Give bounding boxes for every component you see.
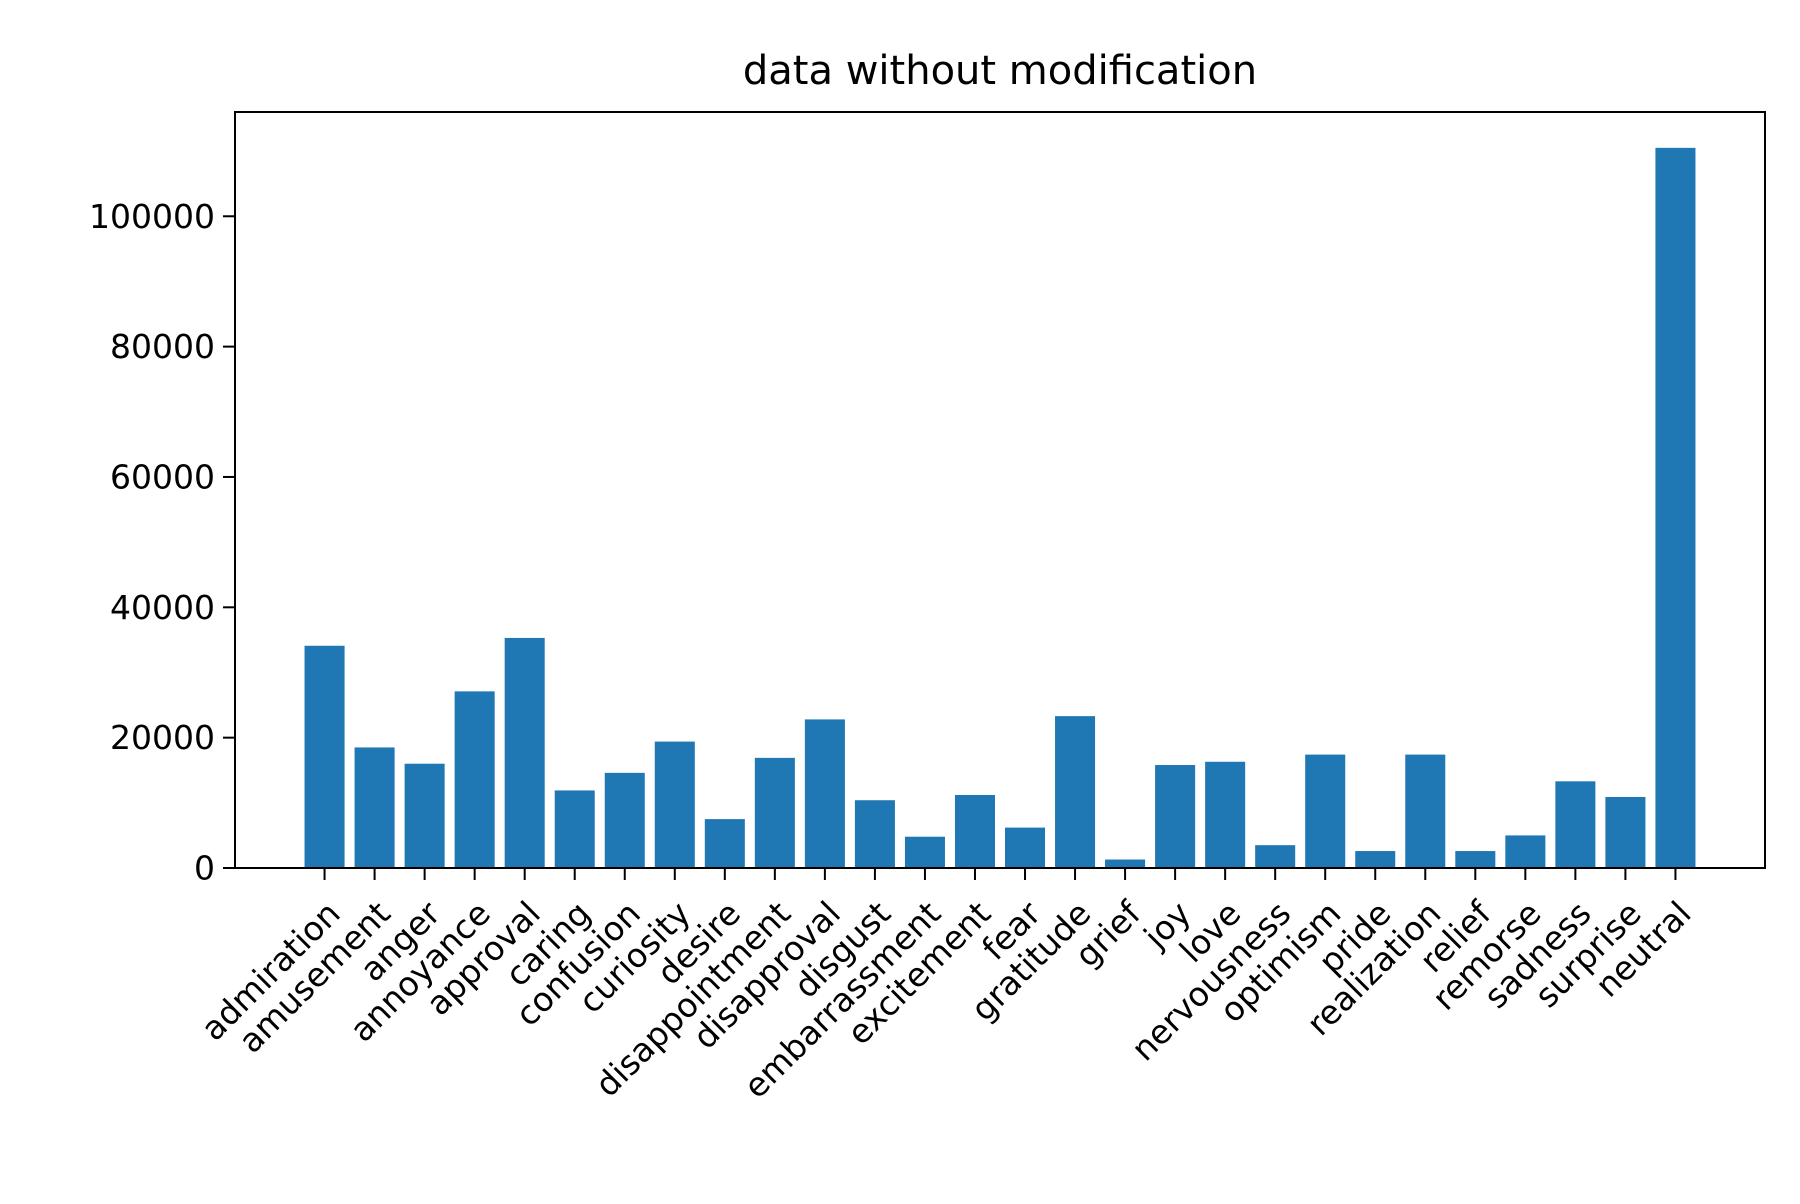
y-tick-label-40000: 40000	[110, 588, 215, 627]
bar-confusion	[604, 772, 645, 868]
bar-love	[1205, 761, 1246, 868]
y-axis: 0 20000 40000 60000 80000 100000	[89, 197, 235, 888]
bar-gratitude	[1055, 716, 1096, 868]
bar-joy	[1155, 765, 1196, 868]
bar-annoyance	[454, 691, 495, 868]
y-tick-label-80000: 80000	[110, 327, 215, 366]
y-tick-label-20000: 20000	[110, 718, 215, 757]
bar-approval	[504, 637, 545, 868]
bar-anger	[404, 763, 445, 868]
y-tick-label-60000: 60000	[110, 457, 215, 496]
bar-curiosity	[654, 741, 695, 868]
bar-sadness	[1555, 781, 1596, 868]
bar-disappointment	[754, 757, 795, 868]
bar-fear	[1005, 827, 1046, 868]
chart-title: data without modification	[743, 48, 1257, 94]
bar-embarrassment	[904, 836, 945, 868]
bar-pride	[1355, 851, 1396, 868]
bar-caring	[554, 790, 595, 868]
bars-group	[304, 147, 1696, 868]
x-axis: admirationamusementangerannoyanceapprova…	[193, 868, 1699, 1106]
y-tick-label-100000: 100000	[89, 197, 215, 236]
bar-disgust	[854, 800, 895, 868]
y-tick-label-0: 0	[194, 849, 215, 888]
bar-relief	[1455, 851, 1496, 868]
bar-grief	[1105, 859, 1146, 868]
bar-admiration	[304, 645, 345, 868]
bar-surprise	[1605, 796, 1646, 868]
bar-amusement	[354, 747, 395, 868]
bar-desire	[704, 819, 745, 868]
bar-nervousness	[1255, 845, 1296, 868]
plot-frame	[234, 111, 1766, 869]
bar-remorse	[1505, 835, 1546, 868]
bar-optimism	[1305, 754, 1346, 868]
bar-excitement	[954, 795, 995, 868]
bar-neutral	[1655, 147, 1696, 868]
bar-realization	[1405, 754, 1446, 868]
bar-disapproval	[804, 719, 845, 868]
